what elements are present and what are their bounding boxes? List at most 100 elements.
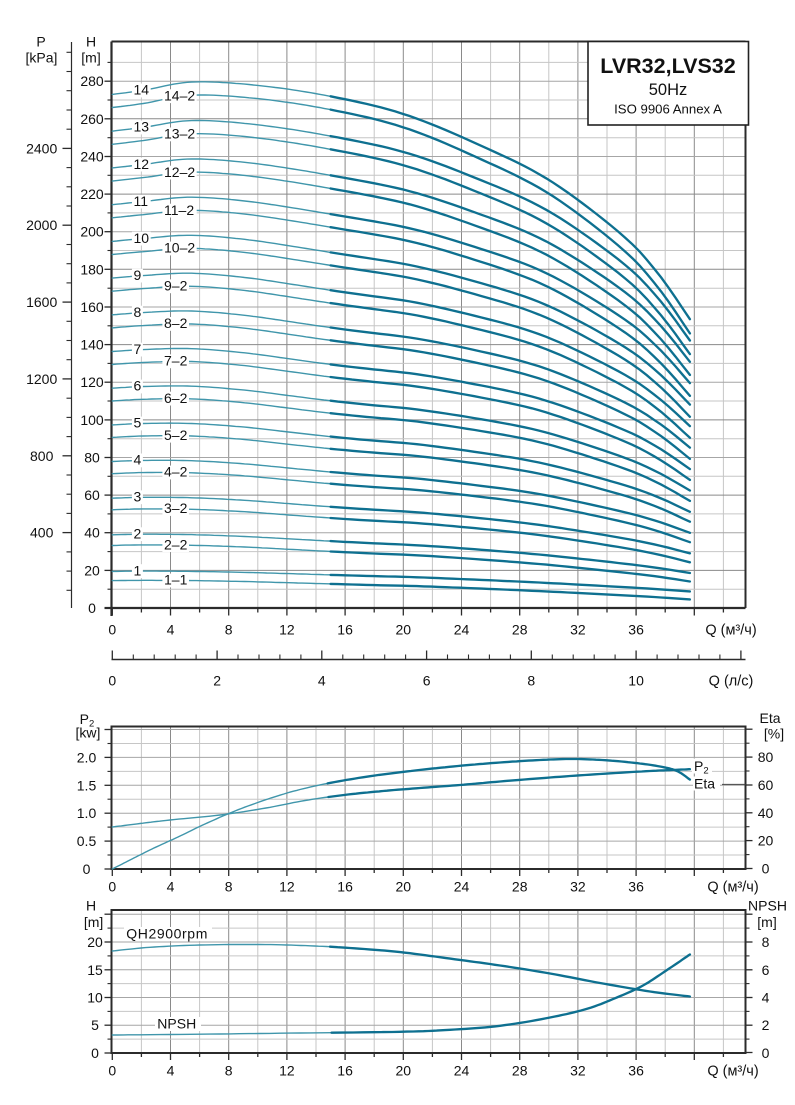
svg-text:0.5: 0.5: [77, 833, 97, 849]
svg-text:8: 8: [225, 1063, 233, 1079]
svg-text:0: 0: [108, 622, 116, 638]
svg-text:1.5: 1.5: [77, 777, 97, 793]
svg-text:8–2: 8–2: [164, 315, 188, 331]
svg-text:8: 8: [225, 879, 233, 895]
svg-text:[kPa]: [kPa]: [26, 50, 58, 66]
svg-text:[m]: [m]: [81, 50, 100, 66]
svg-text:14: 14: [134, 82, 150, 98]
svg-text:Q (л/с): Q (л/с): [709, 674, 754, 690]
svg-text:32: 32: [570, 1063, 586, 1079]
svg-text:13: 13: [134, 119, 150, 135]
svg-text:5: 5: [91, 1017, 99, 1033]
svg-text:1.0: 1.0: [77, 805, 97, 821]
svg-text:4: 4: [134, 452, 142, 468]
svg-text:P: P: [36, 34, 45, 50]
svg-text:28: 28: [512, 1063, 528, 1079]
svg-text:60: 60: [758, 777, 774, 793]
svg-text:12: 12: [279, 622, 295, 638]
svg-text:[kw]: [kw]: [76, 725, 101, 741]
svg-text:60: 60: [84, 487, 100, 503]
svg-text:Q (м³/ч): Q (м³/ч): [707, 880, 758, 896]
svg-text:9: 9: [134, 267, 142, 283]
svg-text:LVR32,LVS32: LVR32,LVS32: [600, 54, 735, 78]
svg-text:10: 10: [87, 990, 103, 1006]
svg-text:0: 0: [91, 1045, 99, 1061]
svg-text:1200: 1200: [26, 371, 57, 387]
svg-text:10: 10: [628, 673, 644, 689]
svg-text:8: 8: [134, 304, 142, 320]
svg-text:Eta: Eta: [759, 710, 780, 726]
svg-text:8: 8: [527, 673, 535, 689]
svg-text:6: 6: [423, 673, 431, 689]
svg-text:Q (м³/ч): Q (м³/ч): [707, 1064, 758, 1080]
svg-text:20: 20: [87, 934, 103, 950]
svg-text:15: 15: [87, 962, 103, 978]
svg-text:4–2: 4–2: [164, 464, 188, 480]
svg-text:20: 20: [758, 833, 774, 849]
svg-text:2–2: 2–2: [164, 536, 188, 552]
svg-text:8: 8: [225, 622, 233, 638]
svg-text:140: 140: [80, 337, 104, 353]
svg-text:14–2: 14–2: [164, 87, 195, 103]
svg-text:11: 11: [134, 193, 149, 209]
svg-text:36: 36: [628, 1063, 644, 1079]
svg-text:2.0: 2.0: [77, 749, 97, 765]
svg-text:9–2: 9–2: [164, 278, 188, 294]
svg-text:6: 6: [762, 962, 770, 978]
svg-text:12–2: 12–2: [164, 164, 195, 180]
svg-text:ISO 9906 Annex A: ISO 9906 Annex A: [614, 102, 722, 117]
svg-text:12: 12: [279, 1063, 295, 1079]
svg-text:16: 16: [337, 622, 353, 638]
svg-text:H: H: [86, 898, 96, 914]
svg-text:280: 280: [80, 73, 104, 89]
svg-text:24: 24: [454, 879, 470, 895]
svg-text:180: 180: [80, 261, 104, 277]
svg-text:40: 40: [758, 805, 774, 821]
svg-text:80: 80: [84, 450, 100, 466]
svg-text:0: 0: [108, 879, 116, 895]
svg-text:2: 2: [213, 673, 221, 689]
svg-text:12: 12: [279, 879, 295, 895]
svg-text:4: 4: [762, 990, 770, 1006]
svg-text:120: 120: [80, 374, 104, 390]
svg-text:6: 6: [134, 378, 142, 394]
svg-text:800: 800: [30, 448, 54, 464]
svg-text:32: 32: [570, 622, 586, 638]
svg-text:NPSH: NPSH: [748, 898, 787, 914]
svg-text:11–2: 11–2: [164, 202, 194, 218]
svg-text:2400: 2400: [26, 140, 57, 156]
svg-text:20: 20: [396, 622, 412, 638]
svg-text:13–2: 13–2: [164, 126, 195, 142]
svg-text:24: 24: [454, 1063, 470, 1079]
svg-text:80: 80: [758, 749, 774, 765]
svg-text:8: 8: [762, 934, 770, 950]
svg-text:4: 4: [318, 673, 326, 689]
svg-text:5: 5: [134, 415, 142, 431]
svg-text:20: 20: [396, 879, 412, 895]
svg-text:Eta: Eta: [694, 776, 715, 792]
svg-text:QH2900rpm: QH2900rpm: [126, 926, 208, 942]
svg-text:0: 0: [83, 861, 91, 877]
svg-text:16: 16: [337, 879, 353, 895]
svg-text:0: 0: [108, 1063, 116, 1079]
svg-text:20: 20: [84, 562, 100, 578]
svg-text:NPSH: NPSH: [157, 1016, 196, 1032]
svg-text:36: 36: [628, 879, 644, 895]
svg-text:7–2: 7–2: [164, 353, 188, 369]
svg-text:50Hz: 50Hz: [649, 81, 688, 99]
svg-text:240: 240: [80, 149, 104, 165]
svg-text:0: 0: [762, 1045, 770, 1061]
svg-text:7: 7: [134, 341, 142, 357]
svg-text:28: 28: [512, 879, 528, 895]
svg-text:2000: 2000: [26, 217, 57, 233]
svg-text:100: 100: [80, 412, 104, 428]
svg-text:5–2: 5–2: [164, 427, 188, 443]
svg-text:10: 10: [134, 230, 150, 246]
svg-text:0: 0: [108, 673, 116, 689]
svg-text:36: 36: [628, 622, 644, 638]
svg-text:0: 0: [88, 600, 96, 616]
svg-text:400: 400: [30, 525, 54, 541]
svg-text:260: 260: [80, 111, 104, 127]
svg-text:H: H: [86, 34, 96, 50]
svg-text:200: 200: [80, 224, 104, 240]
